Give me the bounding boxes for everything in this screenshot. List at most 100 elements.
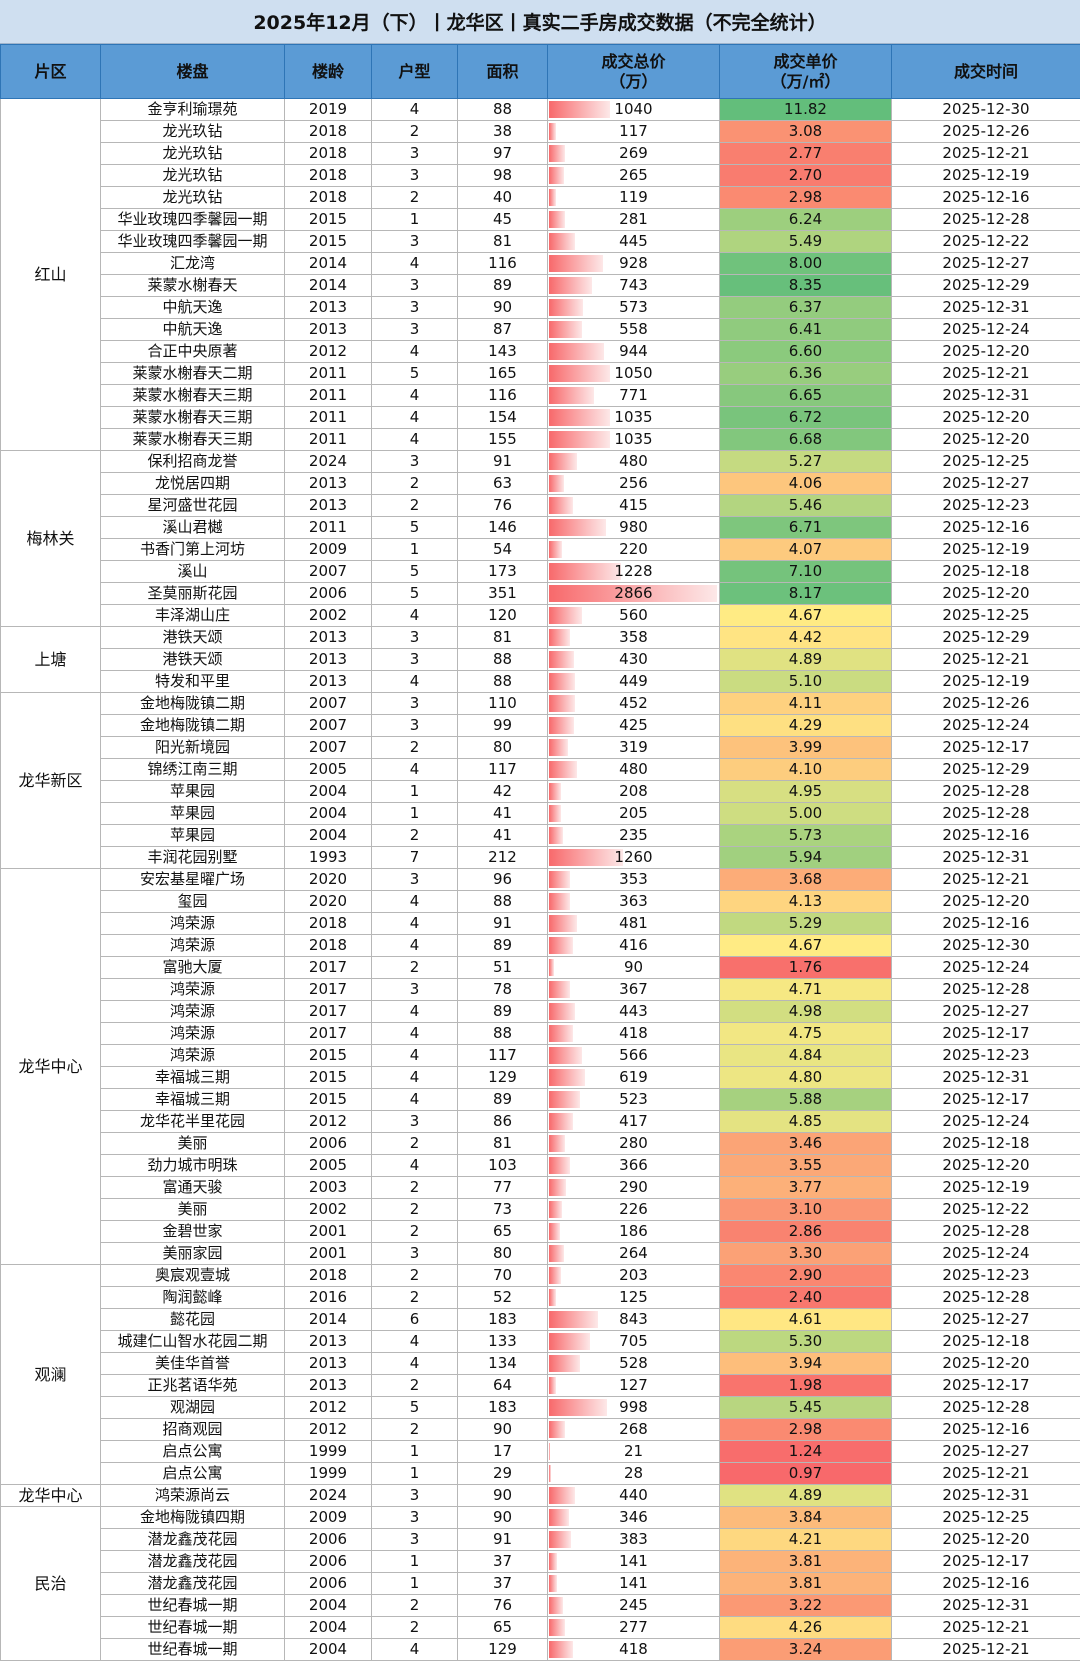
year-cell: 2002 (285, 1199, 372, 1221)
total-price-bar (549, 981, 570, 998)
total-price-value: 220 (619, 540, 648, 558)
total-price-cell: 1040 (548, 99, 720, 121)
area-cell: 133 (458, 1331, 548, 1353)
area-cell: 38 (458, 121, 548, 143)
rooms-cell: 1 (372, 1463, 458, 1485)
year-cell: 2011 (285, 363, 372, 385)
total-price-value: 346 (619, 1508, 648, 1526)
year-cell: 2018 (285, 1265, 372, 1287)
estate-cell: 安宏基星曜广场 (101, 869, 285, 891)
total-price-cell: 90 (548, 957, 720, 979)
date-cell: 2025-12-21 (892, 869, 1080, 891)
rooms-cell: 4 (372, 605, 458, 627)
total-price-bar (549, 959, 554, 976)
year-cell: 2017 (285, 957, 372, 979)
estate-cell: 锦绣江南三期 (101, 759, 285, 781)
total-price-cell: 523 (548, 1089, 720, 1111)
unit-price-cell: 2.90 (720, 1265, 892, 1287)
estate-cell: 阳光新境园 (101, 737, 285, 759)
rooms-cell: 2 (372, 1375, 458, 1397)
area-cell: 117 (458, 759, 548, 781)
total-price-value: 290 (619, 1178, 648, 1196)
area-cell: 88 (458, 891, 548, 913)
total-price-cell: 245 (548, 1595, 720, 1617)
total-price-value: 208 (619, 782, 648, 800)
total-price-bar (549, 1069, 585, 1086)
total-price-value: 452 (619, 694, 648, 712)
total-price-value: 843 (619, 1310, 648, 1328)
year-cell: 1999 (285, 1463, 372, 1485)
total-price-value: 528 (619, 1354, 648, 1372)
total-price-cell: 226 (548, 1199, 720, 1221)
rooms-cell: 4 (372, 99, 458, 121)
total-price-bar (549, 871, 570, 888)
unit-price-cell: 3.10 (720, 1199, 892, 1221)
year-cell: 2006 (285, 1573, 372, 1595)
header-unit-line2: （万/㎡） (771, 72, 841, 91)
area-cell: 212 (458, 847, 548, 869)
date-cell: 2025-12-24 (892, 1243, 1080, 1265)
area-cell: 80 (458, 1243, 548, 1265)
year-cell: 2015 (285, 1089, 372, 1111)
unit-price-cell: 1.76 (720, 957, 892, 979)
area-cell: 165 (458, 363, 548, 385)
total-price-cell: 366 (548, 1155, 720, 1177)
total-price-cell: 415 (548, 495, 720, 517)
total-price-cell: 573 (548, 297, 720, 319)
estate-cell: 鸿荣源 (101, 1023, 285, 1045)
year-cell: 2003 (285, 1177, 372, 1199)
area-cell: 65 (458, 1221, 548, 1243)
area-cell: 91 (458, 913, 548, 935)
header-estate: 楼盘 (101, 45, 285, 99)
area-cell: 90 (458, 1507, 548, 1529)
rooms-cell: 3 (372, 627, 458, 649)
total-price-cell: 220 (548, 539, 720, 561)
total-price-cell: 383 (548, 1529, 720, 1551)
area-cell: 80 (458, 737, 548, 759)
rooms-cell: 4 (372, 1067, 458, 1089)
total-price-value: 186 (619, 1222, 648, 1240)
date-cell: 2025-12-21 (892, 1617, 1080, 1639)
unit-price-cell: 4.75 (720, 1023, 892, 1045)
total-price-value: 443 (619, 1002, 648, 1020)
year-cell: 2004 (285, 1595, 372, 1617)
date-cell: 2025-12-23 (892, 1265, 1080, 1287)
unit-price-cell: 1.24 (720, 1441, 892, 1463)
total-price-bar (549, 1113, 573, 1130)
area-cell: 41 (458, 825, 548, 847)
header-date: 成交时间 (892, 45, 1080, 99)
total-price-cell: 141 (548, 1551, 720, 1573)
total-price-bar (549, 1619, 565, 1636)
total-price-bar (549, 695, 575, 712)
date-cell: 2025-12-28 (892, 1287, 1080, 1309)
area-cell: 81 (458, 1133, 548, 1155)
unit-price-cell: 5.45 (720, 1397, 892, 1419)
rooms-cell: 2 (372, 957, 458, 979)
date-cell: 2025-12-25 (892, 451, 1080, 473)
date-cell: 2025-12-25 (892, 1507, 1080, 1529)
estate-cell: 苹果园 (101, 825, 285, 847)
area-cell: 81 (458, 627, 548, 649)
total-price-bar (549, 1289, 556, 1306)
total-price-value: 1050 (614, 364, 652, 382)
total-price-bar (549, 827, 563, 844)
estate-cell: 美佳华首誉 (101, 1353, 285, 1375)
area-cell: 78 (458, 979, 548, 1001)
unit-price-cell: 4.13 (720, 891, 892, 913)
date-cell: 2025-12-21 (892, 1639, 1080, 1661)
estate-cell: 幸福城三期 (101, 1089, 285, 1111)
total-price-bar (549, 255, 603, 272)
unit-price-cell: 4.11 (720, 693, 892, 715)
year-cell: 2013 (285, 649, 372, 671)
area-cell: 154 (458, 407, 548, 429)
total-price-cell: 363 (548, 891, 720, 913)
total-price-bar (549, 629, 570, 646)
